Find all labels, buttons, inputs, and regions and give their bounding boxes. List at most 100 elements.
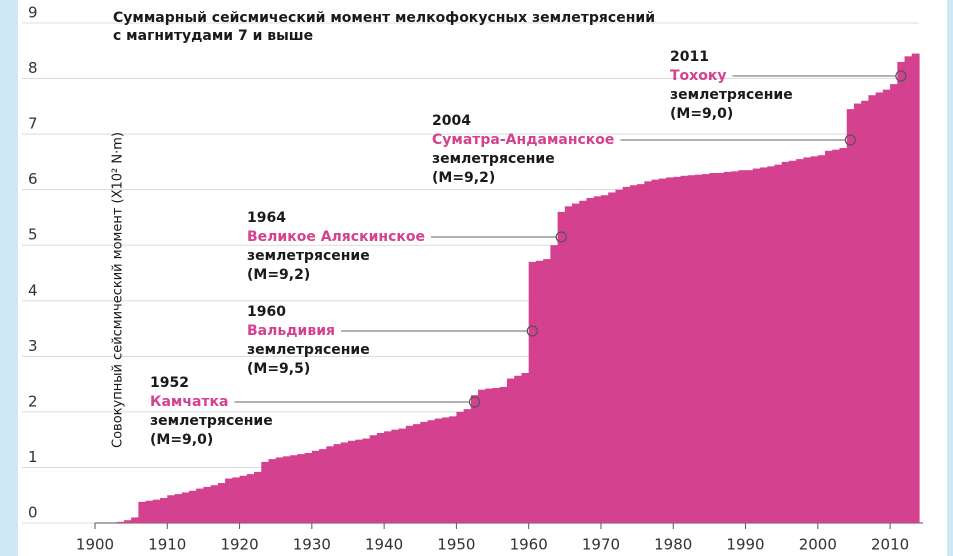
annotation-text: землетрясение	[670, 87, 793, 103]
step	[485, 388, 494, 523]
step	[528, 261, 537, 523]
step	[514, 375, 523, 523]
step	[239, 475, 248, 523]
y-tick-label: 8	[28, 59, 38, 77]
annotation-name: Камчатка	[150, 394, 228, 410]
step	[608, 192, 617, 523]
step	[203, 486, 212, 523]
step	[246, 474, 255, 523]
y-tick-label: 3	[28, 337, 38, 355]
step	[767, 166, 776, 524]
step	[593, 196, 602, 524]
step	[868, 95, 877, 523]
step	[759, 167, 768, 523]
step	[666, 177, 674, 523]
step	[188, 490, 197, 523]
step	[470, 395, 479, 523]
step	[319, 449, 327, 523]
annotation-year: 1964	[247, 210, 286, 226]
step	[152, 499, 161, 523]
annotation-magnitude: (M=9,5)	[247, 361, 310, 377]
annotation-year: 2011	[670, 49, 709, 65]
y-tick-label: 9	[28, 4, 38, 22]
step	[282, 456, 291, 523]
step	[413, 424, 421, 523]
y-tick-label: 5	[28, 226, 38, 244]
y-tick-label: 6	[28, 170, 38, 188]
step	[890, 84, 898, 523]
step	[716, 173, 725, 523]
step	[181, 492, 190, 523]
step	[507, 378, 515, 523]
step	[347, 440, 356, 523]
step	[904, 56, 913, 523]
step	[752, 168, 761, 524]
x-tick-label: 1980	[654, 536, 692, 554]
event-marker	[555, 231, 567, 243]
x-tick-label: 1910	[148, 536, 186, 554]
step	[535, 260, 544, 523]
x-tick-label: 1960	[510, 536, 548, 554]
step	[160, 498, 168, 523]
step	[138, 501, 147, 523]
event-marker	[526, 325, 538, 337]
step	[557, 211, 566, 523]
step	[694, 174, 703, 523]
step	[600, 195, 609, 523]
step	[275, 457, 284, 523]
step	[304, 453, 313, 523]
annotation-year: 2004	[432, 113, 471, 129]
step	[572, 203, 580, 524]
step	[774, 164, 783, 523]
step	[825, 150, 833, 523]
step	[131, 517, 139, 523]
step	[853, 103, 862, 524]
step	[196, 488, 205, 523]
step	[796, 159, 804, 523]
step	[145, 500, 154, 523]
step	[232, 477, 241, 523]
y-tick-label: 7	[28, 115, 38, 133]
step	[355, 439, 364, 523]
step	[846, 109, 855, 523]
step	[687, 175, 696, 523]
step	[326, 446, 335, 523]
step	[702, 174, 710, 523]
annotation-name: Вальдивия	[247, 323, 335, 339]
y-tick-label: 1	[28, 448, 38, 466]
step	[456, 411, 465, 523]
step	[651, 179, 660, 523]
step	[254, 471, 262, 523]
step	[781, 161, 790, 523]
annotation-text: землетрясение	[432, 151, 555, 167]
annotation-text: землетрясение	[247, 342, 370, 358]
step	[832, 149, 841, 523]
step	[268, 459, 277, 523]
step	[174, 494, 183, 523]
step	[449, 416, 458, 523]
annotation-magnitude: (M=9,0)	[150, 432, 213, 448]
y-tick-label: 0	[28, 504, 38, 522]
event-marker	[895, 70, 907, 82]
step	[615, 189, 624, 523]
step	[362, 438, 371, 523]
chart-title: Суммарный сейсмический момент мелкофокус…	[113, 10, 655, 26]
y-tick-label: 4	[28, 281, 38, 299]
x-tick-label: 1970	[582, 536, 620, 554]
event-marker	[468, 396, 481, 408]
event-marker	[844, 134, 856, 146]
step	[384, 431, 392, 523]
step	[434, 418, 443, 523]
step	[340, 442, 349, 523]
step	[420, 421, 429, 523]
step	[723, 171, 732, 523]
step	[369, 435, 378, 523]
right-band	[947, 0, 953, 556]
step	[550, 245, 559, 523]
step	[543, 259, 551, 523]
step	[123, 520, 132, 523]
annotation-magnitude: (M=9,2)	[247, 267, 310, 283]
step	[217, 483, 226, 523]
annotation-magnitude: (M=9,2)	[432, 170, 495, 186]
